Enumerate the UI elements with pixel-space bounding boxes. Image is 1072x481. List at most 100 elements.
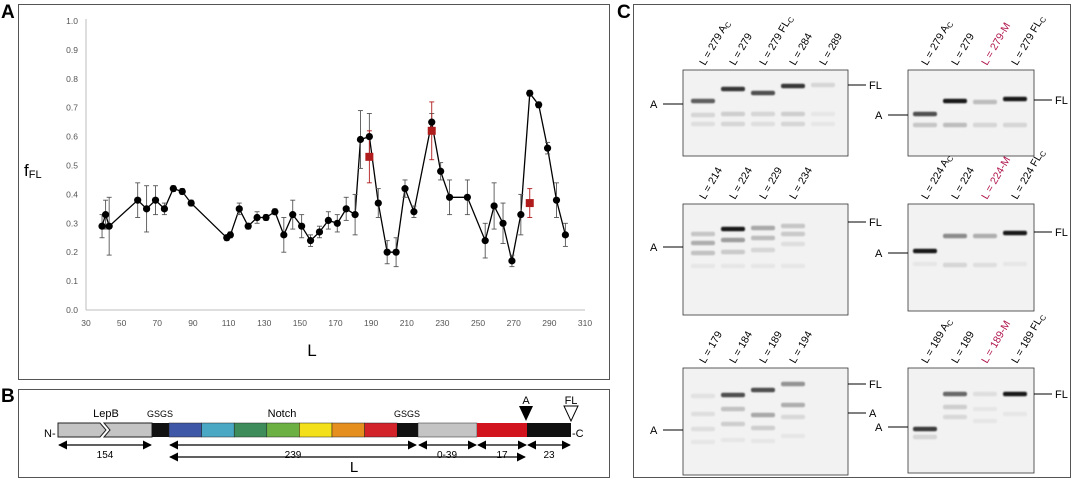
blot-band — [973, 418, 997, 424]
blot-band — [751, 247, 775, 253]
data-point — [134, 196, 142, 204]
blot-band — [781, 121, 805, 127]
blot-band — [721, 437, 745, 443]
lane-label: L = 189-M — [979, 319, 1013, 366]
lane-label: L = 224 — [727, 165, 755, 201]
blot-band — [691, 393, 715, 399]
blot-band — [751, 387, 775, 393]
x-tick-label: 170 — [328, 318, 342, 328]
data-point — [102, 211, 110, 219]
blot-band — [721, 237, 745, 243]
data-point — [262, 213, 270, 222]
chart-error-bars — [99, 89, 568, 268]
data-point — [356, 135, 365, 144]
x-axis-label: L — [307, 341, 316, 360]
data-point — [142, 205, 151, 213]
blot-band — [721, 406, 745, 412]
x-tick-label: 50 — [117, 318, 127, 328]
lane-label: L = 224 — [949, 165, 977, 201]
lane-label: L = 229 — [757, 165, 785, 201]
blot-band — [781, 414, 805, 420]
data-point — [244, 222, 252, 230]
blot-band — [913, 261, 937, 267]
blot-band — [691, 263, 715, 269]
arrest-peptide-block — [477, 423, 527, 437]
x-tick-label: 130 — [257, 318, 271, 328]
data-point — [271, 208, 279, 216]
lane-label: L = 179 — [697, 329, 725, 365]
mutant-point — [525, 199, 534, 208]
lane-label: L = 224-M — [979, 155, 1013, 202]
panel-a-frame — [18, 4, 610, 380]
y-axis-label-main: f — [24, 161, 29, 180]
data-point — [508, 257, 516, 265]
data-point — [351, 211, 359, 219]
blot-band — [751, 412, 775, 418]
lane-label: L = 214 — [697, 165, 725, 201]
blot-band — [691, 240, 715, 246]
lane-label: L = 289 — [817, 31, 845, 67]
panel-a-letter: A — [1, 2, 15, 23]
lane-label: L = 284 — [787, 31, 815, 67]
blot-band — [751, 90, 775, 96]
blot-band — [913, 426, 937, 432]
x-tick-label: 30 — [81, 318, 91, 328]
y-tick-label: 0.0 — [66, 305, 78, 315]
blot-band — [973, 122, 997, 128]
blot-band — [691, 121, 715, 127]
fl-marker-label: FL — [565, 395, 578, 407]
y-tick-label: 0.5 — [66, 161, 78, 171]
data-point — [401, 185, 409, 193]
arrest-marker-icon — [519, 406, 533, 421]
construct-schematic: N- LepB GSGS Notch GSGS -C A FL 154 239 … — [44, 395, 584, 476]
data-point — [169, 185, 177, 193]
blot-band — [751, 121, 775, 127]
data-point — [543, 144, 552, 152]
n-terminus-label: N- — [44, 428, 56, 440]
data-point — [151, 196, 160, 204]
blot-band — [751, 438, 775, 444]
lepb-segment-1 — [57, 422, 107, 438]
right-band-label: FL — [1055, 227, 1068, 239]
blot-panel: L = 214 L = 224 L = 229 L = 234 A FL — [650, 165, 882, 316]
right-band-label: FL — [1055, 389, 1068, 401]
blot-band — [1003, 96, 1027, 102]
gsgs-left-block — [152, 423, 169, 437]
dim-label-239: 239 — [285, 450, 302, 461]
y-tick-label: 0.2 — [66, 247, 78, 257]
right-band-label: FL — [869, 217, 882, 229]
left-band-label: A — [650, 242, 658, 254]
c-terminal-block — [527, 423, 571, 437]
blot-band — [1003, 261, 1027, 267]
blot-band — [721, 226, 745, 232]
x-tick-label: 270 — [507, 318, 521, 328]
data-point — [98, 222, 106, 230]
blot-band — [721, 121, 745, 127]
mutant-point — [365, 152, 374, 161]
y-tick-label: 0.8 — [66, 74, 78, 84]
blot-band — [721, 249, 745, 255]
fl-marker-icon — [563, 405, 579, 423]
blot-band — [691, 231, 715, 237]
y-axis-label: fFL — [24, 161, 42, 181]
data-point — [561, 231, 569, 239]
lane-label: L = 189 — [757, 329, 785, 365]
data-point — [178, 187, 186, 196]
data-point — [490, 202, 498, 210]
data-point — [235, 205, 243, 213]
data-point — [428, 118, 436, 126]
data-point — [517, 211, 525, 219]
lane-label: L = 279 — [949, 31, 977, 67]
blot-band — [781, 402, 805, 408]
x-tick-label: 70 — [153, 318, 163, 328]
data-point — [226, 231, 234, 239]
notch-label: Notch — [268, 408, 297, 420]
blot-band — [691, 411, 715, 417]
dim-label-L: L — [350, 459, 358, 476]
blot-band — [1003, 230, 1027, 236]
blot-band — [913, 122, 937, 128]
blot-band — [1003, 411, 1027, 417]
